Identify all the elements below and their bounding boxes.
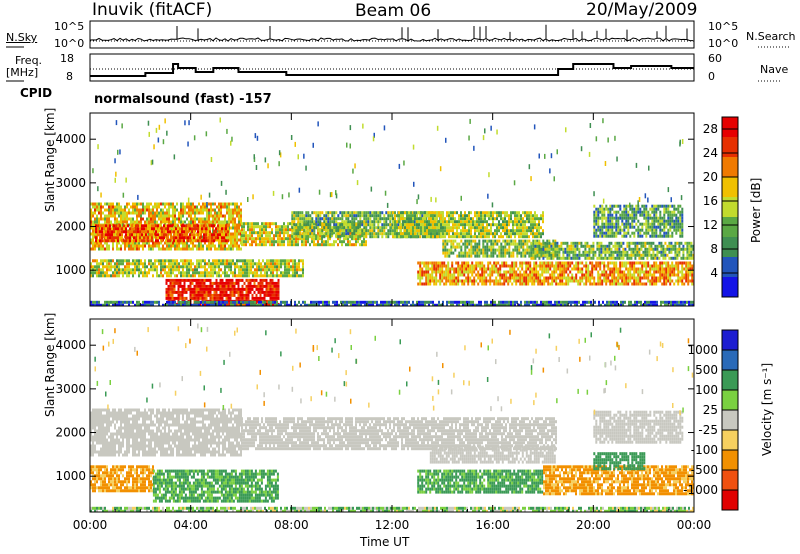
power-colorbar-segment bbox=[722, 117, 738, 138]
x-tick-label: 00:00 bbox=[677, 518, 712, 532]
power-colorbar-tick-label: 4 bbox=[710, 266, 718, 280]
power-colorbar-segment bbox=[722, 137, 738, 158]
y-tick-label: 3000 bbox=[55, 176, 86, 190]
nsearch-tick-bottom: 10^0 bbox=[708, 37, 739, 50]
velocity-colorbar-tick-label: -100 bbox=[691, 443, 718, 457]
y-tick-label: 1000 bbox=[55, 263, 86, 277]
freq-tick-top: 18 bbox=[60, 52, 74, 65]
power-colorbar-segment bbox=[722, 257, 738, 278]
velocity-heatmap bbox=[90, 323, 694, 512]
y-tick-label: 4000 bbox=[55, 338, 86, 352]
x-tick-label: 12:00 bbox=[375, 518, 410, 532]
nsearch-tick-top: 10^5 bbox=[708, 20, 739, 33]
velocity-colorbar-segment bbox=[722, 470, 738, 491]
velocity-region-4 bbox=[90, 465, 154, 493]
velocity-region-3 bbox=[593, 410, 684, 444]
power-colorbar-segment bbox=[722, 197, 738, 218]
velocity-colorbar-tick-label: 1000 bbox=[687, 343, 718, 357]
velocity-colorbar-segment bbox=[722, 370, 738, 391]
y-tick-label: 2000 bbox=[55, 426, 86, 440]
x-tick-label: 20:00 bbox=[576, 518, 611, 532]
velocity-colorbar-segment bbox=[722, 410, 738, 431]
velocity-ylabel: Slant Range [km] bbox=[43, 312, 57, 417]
beam-title: Beam 06 bbox=[355, 1, 432, 21]
power-colorbar-segment bbox=[722, 277, 738, 298]
velocity-region-7 bbox=[543, 465, 694, 496]
x-tick-label: 00:00 bbox=[73, 518, 108, 532]
freq-label: Freq. bbox=[15, 54, 43, 67]
freq-tick-bottom: 8 bbox=[66, 70, 73, 83]
power-ylabel: Slant Range [km] bbox=[43, 107, 57, 212]
power-colorbar-tick-label: 16 bbox=[703, 194, 718, 208]
freq-unit: [MHz] bbox=[6, 66, 39, 79]
station-title: Inuvik (fitACF) bbox=[92, 0, 213, 20]
y-tick-label: 4000 bbox=[55, 132, 86, 146]
velocity-region-6 bbox=[417, 469, 544, 494]
y-tick-label: 2000 bbox=[55, 220, 86, 234]
velocity-region-1 bbox=[241, 417, 557, 451]
nave-tick-top: 60 bbox=[708, 52, 722, 65]
power-colorbar-tick-label: 8 bbox=[710, 242, 718, 256]
velocity-colorbar-tick-label: 500 bbox=[695, 363, 718, 377]
power-colorbar-tick-label: 28 bbox=[703, 122, 718, 136]
power-region-6 bbox=[90, 259, 304, 278]
nsky-label: N.Sky bbox=[6, 31, 38, 44]
power-region-4 bbox=[392, 211, 544, 239]
power-speckles bbox=[92, 117, 684, 208]
power-colorbar-segment bbox=[722, 237, 738, 258]
velocity-colorbar-segment bbox=[722, 450, 738, 471]
nsearch-label: N.Search bbox=[746, 30, 796, 43]
nsky-frame bbox=[89, 20, 695, 49]
power-region-8 bbox=[417, 261, 694, 286]
velocity-colorbar-segment bbox=[722, 330, 738, 351]
y-tick-label: 3000 bbox=[55, 382, 86, 396]
time-xlabel: Time UT bbox=[360, 535, 410, 549]
power-colorbar-segment bbox=[722, 157, 738, 178]
power-region-9 bbox=[530, 241, 694, 260]
velocity-colorbar-tick-label: 100 bbox=[695, 383, 718, 397]
velocity-colorbar-segment bbox=[722, 350, 738, 371]
freq-trace bbox=[90, 63, 694, 77]
power-colorbar-label: Power [dB] bbox=[749, 177, 763, 243]
nsky-trace bbox=[89, 24, 693, 42]
power-colorbar-tick-label: 24 bbox=[703, 146, 718, 160]
date-title: 20/May/2009 bbox=[586, 0, 698, 20]
nsky-tick-top: 10^5 bbox=[54, 20, 85, 33]
power-colorbar-tick-label: 20 bbox=[703, 170, 718, 184]
velocity-colorbar-tick-label: 25 bbox=[703, 403, 718, 417]
x-tick-label: 08:00 bbox=[274, 518, 309, 532]
nsky-tick-bottom: 10^0 bbox=[54, 37, 85, 50]
velocity-region-8 bbox=[593, 452, 646, 471]
power-heatmap bbox=[90, 117, 694, 306]
velocity-colorbar-tick-label: -1000 bbox=[683, 483, 718, 497]
velocity-colorbar-frame bbox=[721, 329, 739, 511]
nave-label: Nave bbox=[760, 63, 789, 76]
y-tick-label: 1000 bbox=[55, 469, 86, 483]
velocity-colorbar-tick-label: -25 bbox=[698, 423, 718, 437]
velocity-colorbar-segment bbox=[722, 490, 738, 511]
power-region-1 bbox=[95, 224, 229, 243]
velocity-region-5 bbox=[152, 469, 279, 503]
power-colorbar-segment bbox=[722, 217, 738, 238]
x-tick-label: 16:00 bbox=[475, 518, 510, 532]
x-tick-label: 04:00 bbox=[173, 518, 208, 532]
power-region-10 bbox=[593, 204, 684, 238]
velocity-colorbar-segment bbox=[722, 390, 738, 411]
velocity-region-2 bbox=[429, 445, 556, 464]
velocity-region-0 bbox=[90, 408, 242, 457]
nave-tick-bottom: 0 bbox=[708, 70, 715, 83]
velocity-speckles bbox=[94, 323, 694, 416]
program-name: normalsound (fast) -157 bbox=[94, 92, 272, 107]
velocity-colorbar-label: Velocity [m s⁻¹] bbox=[760, 362, 774, 456]
velocity-colorbar-segment bbox=[722, 430, 738, 451]
power-colorbar-frame bbox=[721, 116, 739, 298]
power-colorbar-tick-label: 12 bbox=[703, 218, 718, 232]
power-colorbar-segment bbox=[722, 177, 738, 198]
cpid-label: CPID bbox=[20, 86, 53, 100]
velocity-colorbar-tick-label: -500 bbox=[691, 463, 718, 477]
